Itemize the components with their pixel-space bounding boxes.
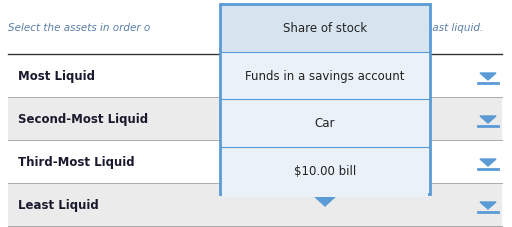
Bar — [220, 147, 430, 194]
Polygon shape — [480, 159, 496, 166]
Text: Funds in a savings account: Funds in a savings account — [245, 69, 405, 82]
Bar — [220, 5, 430, 52]
Text: Select the assets in order o: Select the assets in order o — [8, 23, 150, 33]
Bar — [220, 52, 430, 100]
Bar — [222, 192, 428, 197]
Polygon shape — [312, 194, 338, 206]
Polygon shape — [480, 202, 496, 209]
Text: Second-Most Liquid: Second-Most Liquid — [18, 113, 148, 126]
Text: Car: Car — [315, 117, 335, 130]
Bar — [8, 140, 502, 183]
Bar — [220, 100, 430, 147]
Text: Share of stock: Share of stock — [283, 22, 367, 35]
Text: uid to least liquid.: uid to least liquid. — [390, 23, 483, 33]
Text: Most Liquid: Most Liquid — [18, 70, 95, 83]
Bar — [8, 55, 502, 98]
Bar — [8, 183, 502, 226]
Text: Least Liquid: Least Liquid — [18, 198, 99, 211]
Text: $10.00 bill: $10.00 bill — [294, 164, 356, 177]
Bar — [8, 98, 502, 140]
Text: Third-Most Liquid: Third-Most Liquid — [18, 155, 135, 168]
Polygon shape — [480, 74, 496, 81]
Polygon shape — [480, 116, 496, 123]
Bar — [220, 5, 430, 194]
